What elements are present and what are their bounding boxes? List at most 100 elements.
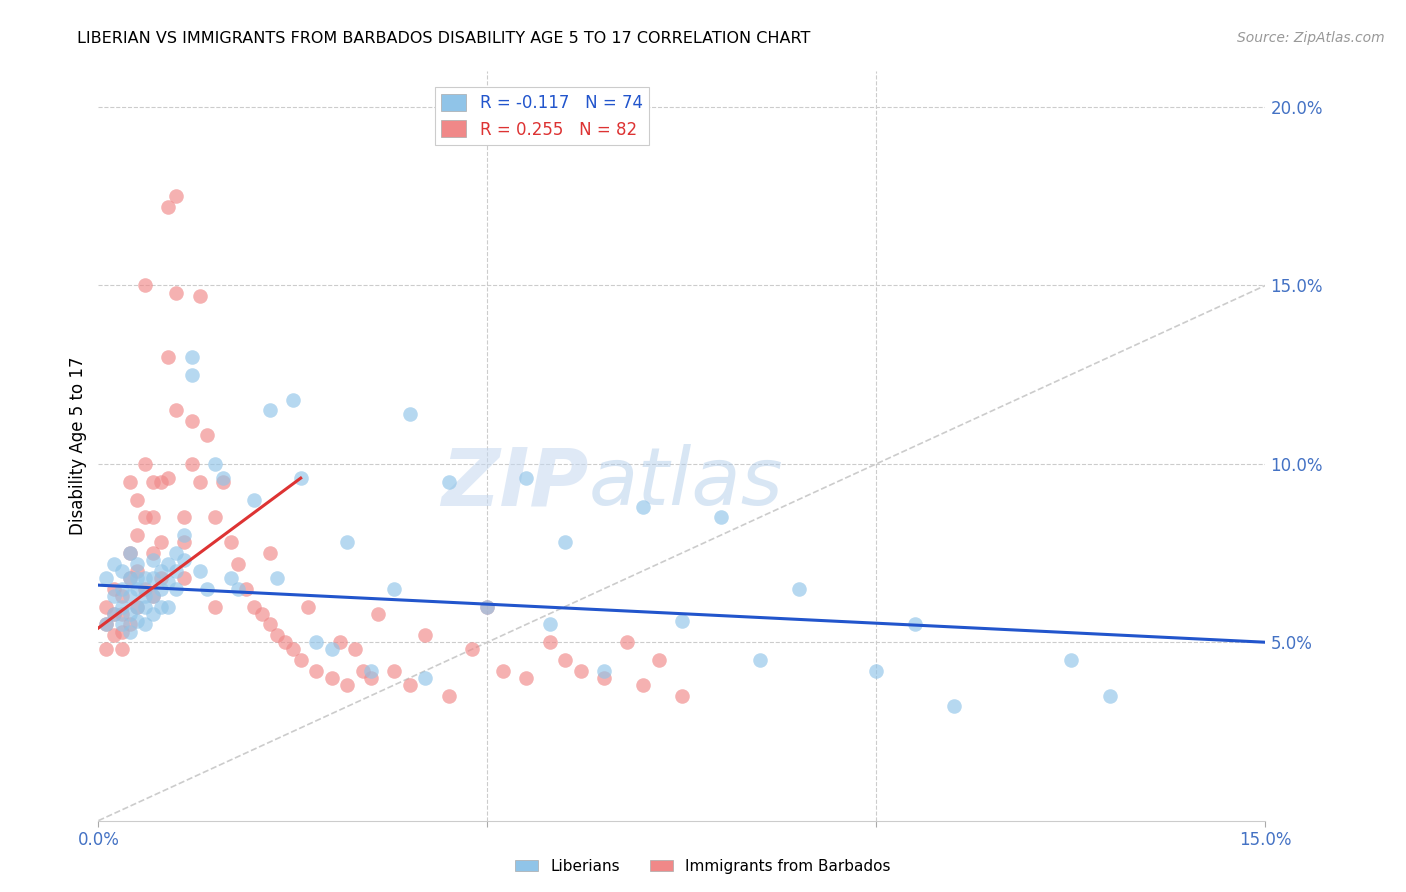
Point — [165, 564, 187, 578]
Point — [382, 582, 405, 596]
Point — [111, 624, 134, 639]
Point — [142, 589, 165, 603]
Point — [96, 599, 118, 614]
Point — [437, 475, 460, 489]
Point — [165, 403, 187, 417]
Point — [243, 492, 266, 507]
Legend: Liberians, Immigrants from Barbados: Liberians, Immigrants from Barbados — [509, 853, 897, 880]
Point — [127, 614, 149, 628]
Point — [329, 635, 352, 649]
Point — [127, 492, 149, 507]
Point — [134, 582, 156, 596]
Point — [413, 671, 436, 685]
Point — [111, 607, 134, 621]
Point — [142, 553, 165, 567]
Point — [787, 582, 810, 596]
Point — [103, 557, 125, 571]
Point — [228, 557, 250, 571]
Point — [360, 671, 382, 685]
Point — [134, 278, 156, 293]
Point — [157, 574, 180, 589]
Point — [173, 510, 195, 524]
Point — [157, 471, 180, 485]
Point — [290, 653, 312, 667]
Point — [134, 589, 156, 603]
Point — [157, 200, 180, 214]
Point — [118, 589, 141, 603]
Point — [165, 189, 187, 203]
Point — [188, 564, 211, 578]
Text: Source: ZipAtlas.com: Source: ZipAtlas.com — [1237, 31, 1385, 45]
Point — [437, 689, 460, 703]
Point — [142, 571, 165, 585]
Point — [212, 471, 235, 485]
Point — [290, 471, 312, 485]
Point — [235, 582, 257, 596]
Point — [157, 350, 180, 364]
Point — [477, 599, 499, 614]
Point — [127, 557, 149, 571]
Point — [118, 546, 141, 560]
Point — [671, 689, 693, 703]
Point — [127, 564, 149, 578]
Point — [173, 535, 195, 549]
Point — [118, 475, 141, 489]
Point — [118, 617, 141, 632]
Point — [593, 671, 616, 685]
Point — [413, 628, 436, 642]
Point — [671, 614, 693, 628]
Point — [195, 582, 218, 596]
Point — [195, 428, 218, 442]
Point — [142, 607, 165, 621]
Point — [188, 289, 211, 303]
Point — [111, 582, 134, 596]
Point — [103, 607, 125, 621]
Text: LIBERIAN VS IMMIGRANTS FROM BARBADOS DISABILITY AGE 5 TO 17 CORRELATION CHART: LIBERIAN VS IMMIGRANTS FROM BARBADOS DIS… — [77, 31, 811, 46]
Point — [647, 653, 669, 667]
Point — [266, 628, 288, 642]
Point — [336, 678, 359, 692]
Point — [352, 664, 374, 678]
Text: ZIP: ZIP — [441, 444, 589, 523]
Point — [1060, 653, 1083, 667]
Point — [492, 664, 515, 678]
Point — [569, 664, 592, 678]
Point — [360, 664, 382, 678]
Point — [710, 510, 733, 524]
Point — [103, 582, 125, 596]
Point — [865, 664, 887, 678]
Point — [243, 599, 266, 614]
Point — [250, 607, 273, 621]
Point — [149, 535, 172, 549]
Point — [616, 635, 638, 649]
Point — [118, 571, 141, 585]
Legend: R = -0.117   N = 74, R = 0.255   N = 82: R = -0.117 N = 74, R = 0.255 N = 82 — [434, 87, 650, 145]
Point — [142, 546, 165, 560]
Point — [943, 699, 966, 714]
Point — [305, 635, 328, 649]
Point — [96, 617, 118, 632]
Point — [149, 582, 172, 596]
Point — [142, 510, 165, 524]
Point — [398, 407, 420, 421]
Point — [142, 589, 165, 603]
Point — [538, 617, 561, 632]
Point — [180, 414, 202, 428]
Point — [382, 664, 405, 678]
Point — [149, 599, 172, 614]
Point — [134, 510, 156, 524]
Point — [219, 535, 242, 549]
Point — [259, 403, 281, 417]
Point — [631, 500, 654, 514]
Point — [593, 664, 616, 678]
Point — [103, 589, 125, 603]
Point — [180, 457, 202, 471]
Point — [904, 617, 927, 632]
Point — [204, 599, 226, 614]
Point — [204, 510, 226, 524]
Point — [344, 642, 367, 657]
Point — [336, 535, 359, 549]
Point — [367, 607, 389, 621]
Point — [515, 471, 537, 485]
Point — [228, 582, 250, 596]
